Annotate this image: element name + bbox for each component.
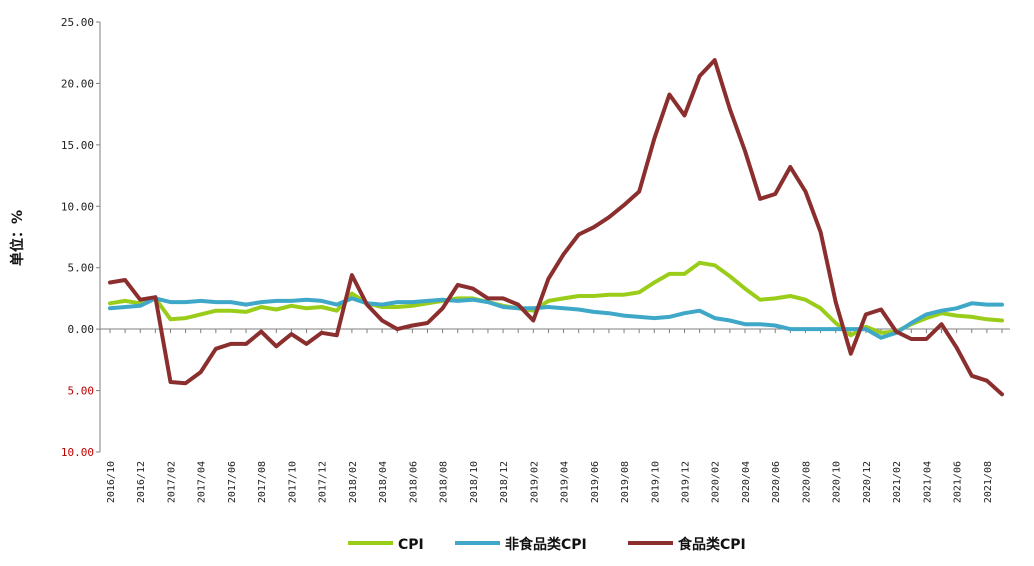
legend-label-cpi: CPI (398, 537, 424, 553)
x-tick-label: 2019/02 (529, 461, 540, 503)
series-line-nonfood-cpi (108, 296, 1004, 340)
x-tick-label: 2016/12 (136, 461, 147, 503)
x-tick-label: 2018/08 (439, 461, 450, 503)
x-tick-label: 2021/06 (953, 461, 964, 503)
y-tick-marks (96, 21, 100, 453)
x-tick-label: 2020/06 (771, 461, 782, 503)
legend-item-food-cpi: 食品类CPI (628, 536, 746, 553)
x-tick-label: 2017/02 (166, 461, 177, 503)
x-tick-label: 2017/08 (257, 461, 268, 503)
series-line-food-cpi (108, 58, 1004, 397)
x-tick-label: 2019/08 (620, 461, 631, 503)
y-tick-label: 0.00 (68, 323, 95, 336)
x-tick-label: 2017/12 (318, 461, 329, 503)
x-tick-label: 2018/10 (469, 461, 480, 503)
legend-label-food-cpi: 食品类CPI (678, 536, 746, 553)
x-tick-label: 2020/08 (801, 461, 812, 503)
legend-item-nonfood-cpi: 非食品类CPI (455, 536, 587, 553)
y-tick-label: 10.00 (61, 446, 94, 459)
y-tick-label: 20.00 (61, 77, 94, 90)
x-tick-label: 2020/12 (862, 461, 873, 503)
x-tick-label: 2018/06 (408, 461, 419, 503)
x-tick-label: 2020/02 (711, 461, 722, 503)
y-tick-label: 25.00 (61, 16, 94, 29)
legend-item-cpi: CPI (348, 537, 424, 553)
x-tick-label: 2018/12 (499, 461, 510, 503)
y-tick-label: 5.00 (68, 385, 95, 398)
series-line-cpi (108, 260, 1004, 338)
x-tick-label: 2017/10 (287, 461, 298, 503)
legend: CPI 非食品类CPI 食品类CPI (348, 536, 746, 553)
x-tick-label: 2021/08 (983, 461, 994, 503)
y-tick-labels: 25.00 20.00 15.00 10.00 5.00 0.00 5.00 10.00 (61, 16, 94, 459)
y-axis-label: 单位：% (9, 210, 26, 266)
x-tick-label: 2018/04 (378, 461, 389, 503)
x-tick-label: 2017/04 (197, 461, 208, 503)
x-tick-label: 2018/02 (348, 461, 359, 503)
x-tick-label: 2019/06 (590, 461, 601, 503)
y-tick-label: 10.00 (61, 200, 94, 213)
x-tick-label: 2019/12 (681, 461, 692, 503)
x-tick-label: 2020/04 (741, 461, 752, 503)
x-tick-label: 2017/06 (227, 461, 238, 503)
x-tick-label: 2021/02 (892, 461, 903, 503)
x-tick-label: 2019/04 (560, 461, 571, 503)
legend-label-nonfood-cpi: 非食品类CPI (505, 536, 587, 553)
x-tick-label: 2016/10 (106, 461, 117, 503)
y-tick-label: 5.00 (68, 262, 95, 275)
y-tick-label: 15.00 (61, 139, 94, 152)
x-tick-label: 2019/10 (650, 461, 661, 503)
x-tick-labels: 2016/10 2016/12 2017/02 2017/04 2017/06 2017/… (106, 461, 994, 503)
x-tick-label: 2021/04 (922, 461, 933, 503)
x-tick-label: 2020/10 (832, 461, 843, 503)
